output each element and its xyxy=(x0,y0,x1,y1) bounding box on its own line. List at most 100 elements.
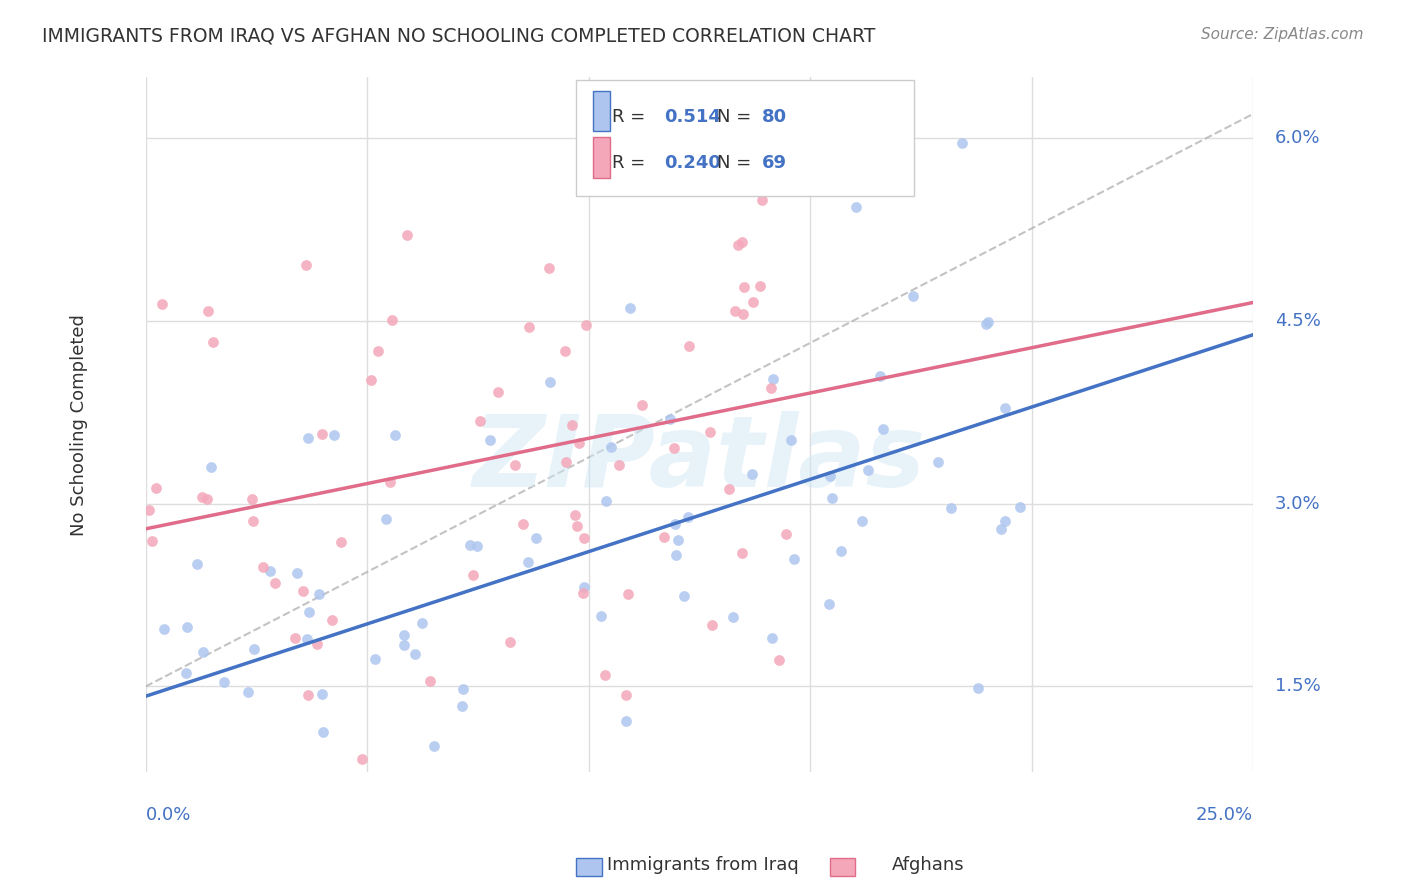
Point xyxy=(174,666,197,681)
Point xyxy=(967,681,990,695)
Text: 4.5%: 4.5% xyxy=(1275,312,1322,330)
Point xyxy=(666,533,689,548)
Text: 0.514: 0.514 xyxy=(664,108,720,126)
Point xyxy=(285,566,308,581)
Point xyxy=(311,724,333,739)
Point xyxy=(186,557,208,571)
Text: 80: 80 xyxy=(762,108,787,126)
Point xyxy=(405,647,427,661)
Point xyxy=(200,460,222,475)
Point xyxy=(591,608,613,623)
Point xyxy=(742,294,765,309)
Point xyxy=(139,801,162,815)
Text: No Schooling Completed: No Schooling Completed xyxy=(70,314,89,535)
Point xyxy=(617,587,640,601)
Point xyxy=(721,609,744,624)
Point xyxy=(202,335,225,350)
Point xyxy=(297,688,319,702)
Point xyxy=(776,161,799,175)
Point xyxy=(665,548,688,562)
Point xyxy=(595,493,617,508)
Text: 25.0%: 25.0% xyxy=(1197,805,1253,824)
Point xyxy=(851,514,873,528)
Point xyxy=(664,517,686,532)
Point xyxy=(759,381,782,395)
Point xyxy=(242,492,264,507)
Point xyxy=(517,555,540,569)
Point xyxy=(259,565,281,579)
Point xyxy=(727,238,749,252)
Point xyxy=(652,530,675,544)
Point xyxy=(941,500,963,515)
Point xyxy=(486,384,509,399)
Point xyxy=(150,297,173,311)
Point xyxy=(321,613,343,627)
Point xyxy=(872,422,894,436)
Point xyxy=(190,490,212,504)
Point xyxy=(662,441,685,455)
Point xyxy=(461,567,484,582)
Point xyxy=(360,372,382,386)
Text: N =: N = xyxy=(717,153,756,172)
Point xyxy=(138,502,160,516)
Point xyxy=(818,469,841,483)
Text: R =: R = xyxy=(612,108,651,126)
Point xyxy=(775,526,797,541)
Point xyxy=(197,303,219,318)
Point xyxy=(572,532,595,546)
Point xyxy=(392,638,415,652)
Point xyxy=(676,510,699,524)
Point xyxy=(901,288,924,302)
Point xyxy=(364,652,387,666)
Text: Immigrants from Iraq: Immigrants from Iraq xyxy=(607,856,799,874)
Point xyxy=(724,303,747,318)
Point xyxy=(555,454,578,468)
Point xyxy=(990,522,1012,536)
Point xyxy=(575,318,598,332)
Point xyxy=(499,635,522,649)
Point xyxy=(830,543,852,558)
Point xyxy=(537,260,560,275)
Text: 6.0%: 6.0% xyxy=(1275,129,1320,147)
Point xyxy=(659,411,682,425)
Point xyxy=(538,375,561,389)
Text: 0.0%: 0.0% xyxy=(146,805,191,824)
Point xyxy=(451,682,474,697)
Point xyxy=(378,475,401,489)
Point xyxy=(1008,500,1031,514)
Point xyxy=(783,552,806,566)
Point xyxy=(607,458,630,473)
Point xyxy=(780,107,803,121)
Text: ZIPatlas: ZIPatlas xyxy=(472,411,927,508)
Point xyxy=(974,317,997,331)
Point xyxy=(242,514,264,528)
Point xyxy=(672,589,695,603)
Point xyxy=(741,467,763,481)
Point xyxy=(311,687,333,701)
Point xyxy=(292,584,315,599)
Point xyxy=(297,431,319,445)
Point xyxy=(733,280,755,294)
Point xyxy=(524,531,547,545)
Point xyxy=(571,585,593,599)
Point xyxy=(145,481,167,495)
Point xyxy=(731,307,754,321)
Point xyxy=(395,228,418,243)
Point xyxy=(305,637,328,651)
Point xyxy=(699,425,721,439)
Point xyxy=(367,343,389,358)
Point xyxy=(419,674,441,689)
Point xyxy=(295,632,318,647)
Point xyxy=(458,537,481,551)
Point xyxy=(749,279,772,293)
Point xyxy=(927,455,949,469)
Point xyxy=(614,688,637,702)
Point xyxy=(950,136,973,150)
Point xyxy=(574,580,596,594)
Point xyxy=(153,623,176,637)
Point xyxy=(595,668,617,682)
Text: Afghans: Afghans xyxy=(891,856,965,874)
Point xyxy=(599,440,621,454)
Point xyxy=(242,642,264,657)
Point xyxy=(478,434,501,448)
